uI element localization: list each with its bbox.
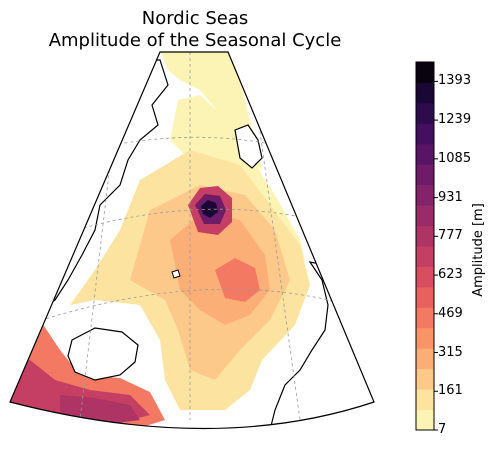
norway-land xyxy=(269,261,374,429)
colorbar-tick-marks xyxy=(434,80,438,431)
colorbar-tick-label: 161 xyxy=(438,383,463,399)
colorbar-band xyxy=(416,82,434,104)
colorbar-tick-label: 777 xyxy=(438,228,463,244)
colorbar-label: Amplitude [m] xyxy=(471,203,486,297)
colorbar-band xyxy=(416,327,434,349)
colorbar-band xyxy=(416,266,434,288)
colorbar-frame xyxy=(415,61,435,431)
map-title-line2: Amplitude of the Seasonal Cycle xyxy=(48,30,342,51)
colorbar-band xyxy=(416,123,434,145)
iceland-land xyxy=(67,327,139,381)
colorbar-tick-label: 1393 xyxy=(438,73,472,89)
map-title-line1: Nordic Seas xyxy=(141,8,249,29)
colorbar-band xyxy=(416,102,434,124)
colorbar-band xyxy=(416,184,434,206)
colorbar-band xyxy=(416,348,434,370)
jan-mayen-land xyxy=(171,269,181,279)
map-boundary xyxy=(9,51,375,430)
colorbar-band xyxy=(416,205,434,227)
colorbar-tick-label: 1085 xyxy=(438,150,472,166)
colorbar-tick-label: 469 xyxy=(438,305,463,321)
colorbar-tick-label: 931 xyxy=(438,189,463,205)
colorbar-tick-label: 7 xyxy=(438,422,447,437)
colorbar-band xyxy=(416,409,434,431)
colorbar-band xyxy=(416,389,434,411)
colorbar-tick-label: 315 xyxy=(438,344,463,360)
norwegian-basin-core xyxy=(215,258,260,302)
colorbar-band xyxy=(416,143,434,165)
colorbar-band xyxy=(416,286,434,308)
colorbar-tick-label: 623 xyxy=(438,267,463,283)
colorbar-band xyxy=(416,307,434,329)
colorbar-band xyxy=(416,62,434,83)
colorbar xyxy=(416,62,434,431)
svalbard-land xyxy=(234,124,263,169)
colorbar-band xyxy=(416,246,434,267)
colorbar-tick-label: 1239 xyxy=(438,112,472,128)
colorbar-band xyxy=(416,164,434,186)
colorbar-band xyxy=(416,225,434,247)
colorbar-band xyxy=(416,368,434,390)
